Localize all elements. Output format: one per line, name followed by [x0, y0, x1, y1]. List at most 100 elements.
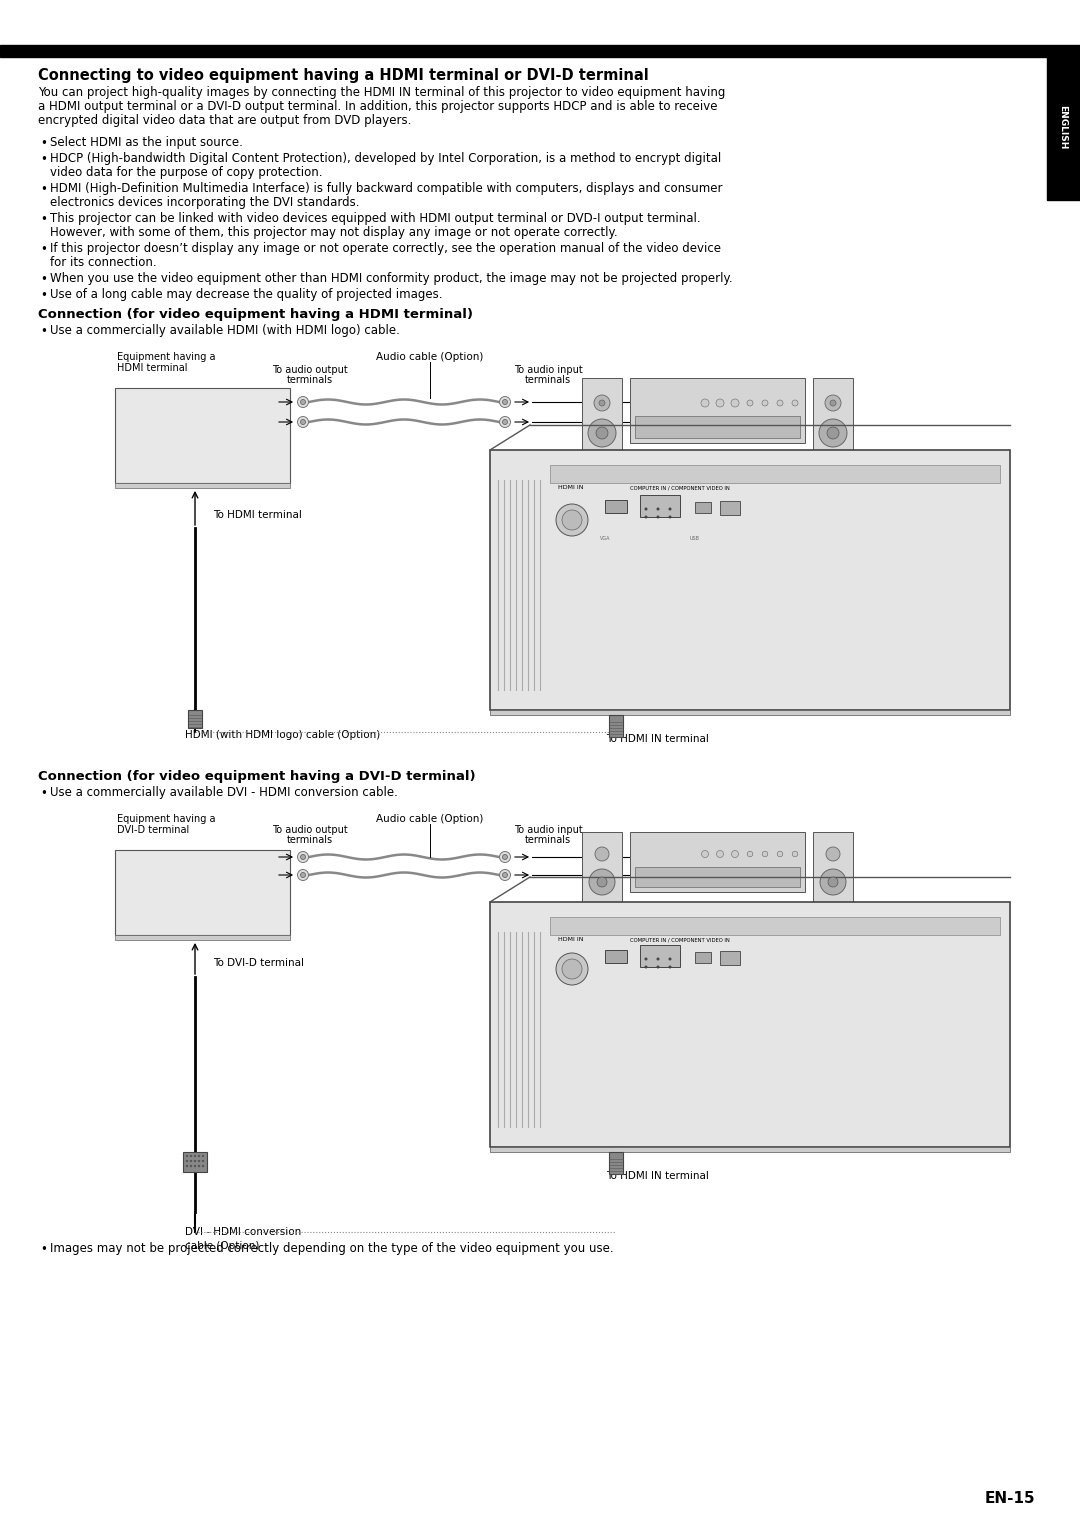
- Bar: [550, 917, 1000, 935]
- Circle shape: [589, 869, 615, 895]
- Circle shape: [731, 399, 739, 406]
- Circle shape: [702, 851, 708, 857]
- Circle shape: [669, 966, 672, 969]
- Circle shape: [300, 872, 306, 877]
- Circle shape: [499, 417, 511, 428]
- Bar: [605, 950, 627, 963]
- Circle shape: [599, 400, 605, 406]
- Circle shape: [669, 507, 672, 510]
- Text: COMPUTER IN / COMPONENT VIDEO IN: COMPUTER IN / COMPONENT VIDEO IN: [630, 937, 730, 941]
- Bar: [720, 501, 740, 515]
- Bar: [696, 503, 711, 513]
- Circle shape: [300, 854, 306, 859]
- Circle shape: [300, 420, 306, 425]
- Circle shape: [186, 1160, 188, 1163]
- Text: electronics devices incorporating the DVI standards.: electronics devices incorporating the DV…: [50, 196, 360, 209]
- Text: for its connection.: for its connection.: [50, 257, 157, 269]
- Circle shape: [645, 515, 648, 518]
- Text: This projector can be linked with video devices equipped with HDMI output termin: This projector can be linked with video …: [50, 212, 701, 225]
- Text: VGA: VGA: [600, 536, 610, 541]
- Circle shape: [202, 1160, 204, 1163]
- Circle shape: [562, 960, 582, 979]
- Bar: [630, 833, 805, 892]
- Text: HDMI IN: HDMI IN: [558, 484, 583, 490]
- Circle shape: [594, 396, 610, 411]
- Circle shape: [747, 400, 753, 406]
- Circle shape: [731, 851, 739, 857]
- Circle shape: [297, 417, 309, 428]
- Bar: [490, 902, 1010, 1148]
- Circle shape: [826, 847, 840, 860]
- Text: •: •: [40, 138, 46, 150]
- Circle shape: [778, 851, 783, 857]
- Circle shape: [198, 1155, 200, 1157]
- Circle shape: [198, 1164, 200, 1167]
- Text: However, with some of them, this projector may not display any image or not oper: However, with some of them, this project…: [50, 226, 618, 238]
- Text: terminals: terminals: [287, 374, 333, 385]
- Circle shape: [828, 877, 838, 886]
- Text: To DVI-D terminal: To DVI-D terminal: [213, 958, 303, 969]
- Bar: [550, 465, 1000, 483]
- Text: 0000: 0000: [643, 874, 657, 879]
- Text: Connecting to video equipment having a HDMI terminal or DVI-D terminal: Connecting to video equipment having a H…: [38, 69, 649, 83]
- Text: video data for the purpose of copy protection.: video data for the purpose of copy prote…: [50, 167, 323, 179]
- Text: To audio output: To audio output: [272, 365, 348, 374]
- Text: HDMI IN: HDMI IN: [558, 937, 583, 941]
- Circle shape: [595, 847, 609, 860]
- Bar: [114, 850, 291, 935]
- Text: To audio input: To audio input: [514, 365, 582, 374]
- Text: You can project high-quality images by connecting the HDMI IN terminal of this p: You can project high-quality images by c…: [38, 86, 726, 99]
- Circle shape: [597, 877, 607, 886]
- Text: terminals: terminals: [525, 374, 571, 385]
- Bar: [1047, 55, 1080, 200]
- Circle shape: [762, 400, 768, 406]
- Text: •: •: [40, 243, 46, 257]
- Circle shape: [202, 1155, 204, 1157]
- Text: •: •: [40, 1242, 46, 1256]
- Text: Equipment having a: Equipment having a: [117, 814, 216, 824]
- Circle shape: [820, 869, 846, 895]
- Circle shape: [716, 399, 724, 406]
- Text: Audio cable (Option): Audio cable (Option): [376, 351, 484, 362]
- Text: When you use the video equipment other than HDMI conformity product, the image m: When you use the video equipment other t…: [50, 272, 732, 286]
- Circle shape: [190, 1164, 192, 1167]
- Circle shape: [645, 958, 648, 961]
- Text: a HDMI output terminal or a DVI-D output terminal. In addition, this projector s: a HDMI output terminal or a DVI-D output…: [38, 99, 717, 113]
- Circle shape: [193, 1164, 197, 1167]
- Bar: [813, 833, 853, 908]
- Circle shape: [186, 1164, 188, 1167]
- Bar: [490, 451, 1010, 711]
- Bar: [813, 377, 853, 458]
- Circle shape: [657, 515, 660, 518]
- Circle shape: [747, 851, 753, 857]
- Circle shape: [502, 872, 508, 877]
- Circle shape: [596, 426, 608, 439]
- Text: •: •: [40, 183, 46, 196]
- Circle shape: [193, 1160, 197, 1163]
- Text: encrypted digital video data that are output from DVD players.: encrypted digital video data that are ou…: [38, 115, 411, 127]
- Text: HDMI (with HDMI logo) cable (Option): HDMI (with HDMI logo) cable (Option): [185, 730, 380, 740]
- Circle shape: [297, 396, 309, 408]
- Circle shape: [502, 854, 508, 859]
- Circle shape: [198, 1160, 200, 1163]
- Circle shape: [562, 510, 582, 530]
- Bar: [609, 715, 623, 736]
- Circle shape: [793, 851, 798, 857]
- Bar: [696, 952, 711, 963]
- Text: To audio output: To audio output: [272, 825, 348, 834]
- Bar: [720, 950, 740, 966]
- Text: COMPUTER IN / COMPONENT VIDEO IN: COMPUTER IN / COMPONENT VIDEO IN: [630, 484, 730, 490]
- Text: HDMI terminal: HDMI terminal: [117, 364, 188, 373]
- Circle shape: [190, 1160, 192, 1163]
- Circle shape: [657, 507, 660, 510]
- Bar: [0, 44, 1080, 57]
- Text: Connection (for video equipment having a HDMI terminal): Connection (for video equipment having a…: [38, 309, 473, 321]
- Bar: [630, 377, 805, 443]
- Bar: [183, 1152, 207, 1172]
- Bar: [635, 866, 800, 886]
- Circle shape: [186, 1155, 188, 1157]
- Text: Select HDMI as the input source.: Select HDMI as the input source.: [50, 136, 243, 150]
- Bar: [609, 1152, 623, 1174]
- Text: Use a commercially available DVI - HDMI conversion cable.: Use a commercially available DVI - HDMI …: [50, 785, 397, 799]
- Text: terminals: terminals: [287, 834, 333, 845]
